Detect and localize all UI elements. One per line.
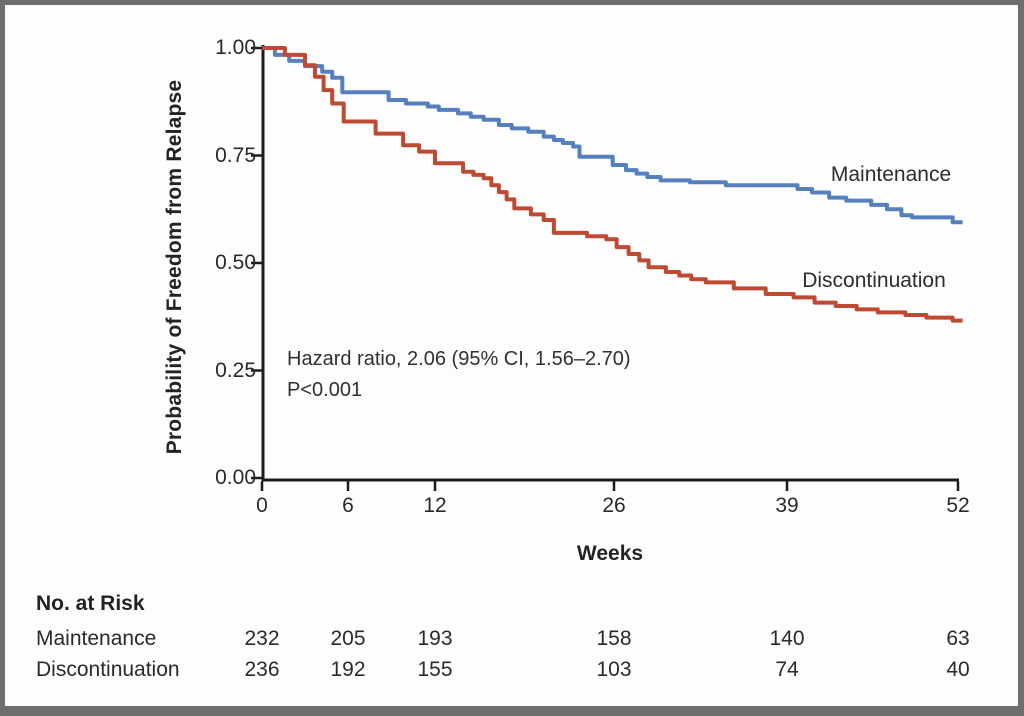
y-tick-label: 0.25 bbox=[215, 358, 256, 382]
risk-row-label-discontinuation: Discontinuation bbox=[36, 658, 180, 681]
risk-row-label-maintenance: Maintenance bbox=[36, 627, 157, 650]
x-axis-label: Weeks bbox=[576, 542, 644, 565]
y-tick-label: 0.75 bbox=[215, 143, 256, 167]
risk-count: 63 bbox=[946, 627, 970, 650]
x-tick-label: 52 bbox=[946, 494, 970, 517]
x-tick-label: 6 bbox=[342, 494, 354, 517]
x-tick-label: 0 bbox=[256, 494, 268, 517]
axes bbox=[251, 45, 960, 491]
risk-count: 158 bbox=[596, 627, 632, 650]
risk-count: 40 bbox=[946, 658, 970, 681]
risk-count: 74 bbox=[775, 658, 799, 681]
risk-count: 140 bbox=[769, 627, 805, 650]
discontinuation-curve-label: Discontinuation bbox=[802, 269, 946, 292]
risk-count: 236 bbox=[244, 658, 280, 681]
y-tick-label: 0.00 bbox=[215, 466, 256, 489]
risk-table-title: No. at Risk bbox=[36, 592, 145, 615]
risk-count: 155 bbox=[417, 658, 453, 681]
hazard-ratio-text: Hazard ratio, 2.06 (95% CI, 1.56–2.70) bbox=[287, 348, 631, 370]
risk-count: 193 bbox=[417, 627, 453, 650]
risk-count: 205 bbox=[330, 627, 366, 650]
risk-count: 232 bbox=[244, 627, 280, 650]
km-curves bbox=[262, 46, 963, 323]
discontinuation-curve bbox=[262, 46, 963, 323]
figure-background bbox=[5, 5, 1018, 706]
x-tick-label: 39 bbox=[775, 494, 799, 517]
x-tick-label: 26 bbox=[602, 494, 626, 517]
risk-count: 103 bbox=[596, 658, 632, 681]
hazard-ratio-annotation: Hazard ratio, 2.06 (95% CI, 1.56–2.70) P… bbox=[287, 344, 631, 406]
p-value-text: P<0.001 bbox=[287, 379, 363, 401]
y-tick-label: 1.00 bbox=[215, 36, 256, 59]
y-tick-label: 0.50 bbox=[215, 251, 256, 274]
maintenance-curve-label: Maintenance bbox=[830, 163, 952, 186]
risk-count: 192 bbox=[330, 658, 366, 681]
x-tick-label: 12 bbox=[423, 494, 447, 517]
maintenance-curve bbox=[262, 46, 963, 225]
